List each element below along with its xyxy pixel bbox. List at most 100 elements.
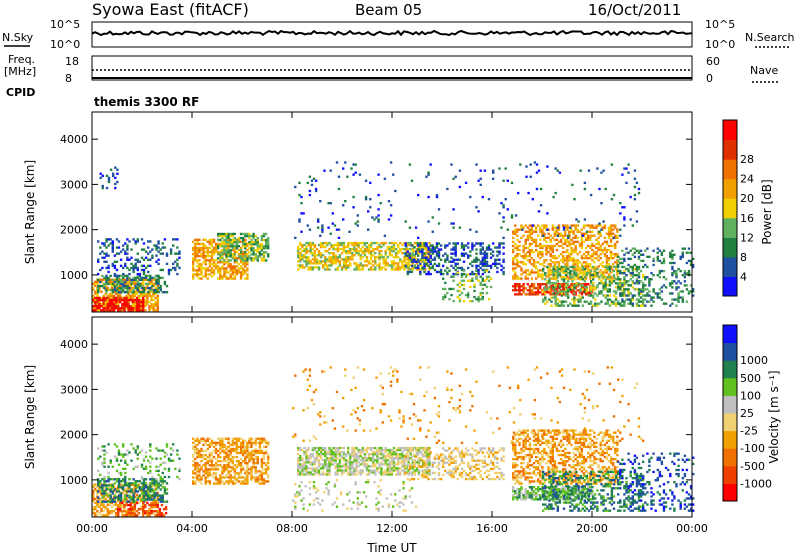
data-cell xyxy=(157,297,159,299)
data-cell xyxy=(126,453,128,455)
data-cell xyxy=(105,486,107,488)
data-cell xyxy=(393,250,395,252)
data-cell xyxy=(543,261,545,263)
data-cell xyxy=(168,476,170,478)
data-cell xyxy=(162,462,164,464)
data-cell xyxy=(409,257,411,259)
data-cell xyxy=(587,257,589,259)
nsearch-tick-bottom: 10^0 xyxy=(705,38,735,51)
data-cell xyxy=(627,303,629,305)
data-cell xyxy=(589,257,591,259)
data-cell xyxy=(522,271,524,273)
data-cell xyxy=(592,266,594,268)
data-cell xyxy=(475,253,477,255)
data-cell xyxy=(132,271,134,273)
data-cell xyxy=(145,484,147,486)
data-cell xyxy=(634,256,636,258)
data-cell xyxy=(230,245,232,247)
data-cell xyxy=(450,276,452,278)
data-cell xyxy=(611,280,613,282)
data-cell xyxy=(112,283,114,285)
data-cell xyxy=(153,490,155,492)
data-cell xyxy=(623,288,625,290)
data-cell xyxy=(385,268,387,270)
data-cell xyxy=(585,263,587,265)
data-cell xyxy=(595,257,597,259)
data-cell xyxy=(422,260,424,262)
data-cell xyxy=(198,468,200,470)
data-cell xyxy=(362,252,364,254)
data-cell xyxy=(535,229,537,231)
data-cell xyxy=(559,268,561,270)
data-cell xyxy=(480,292,482,294)
data-cell xyxy=(555,167,557,169)
data-cell xyxy=(657,294,659,296)
data-cell xyxy=(615,298,617,300)
data-cell xyxy=(541,251,543,253)
data-cell xyxy=(401,264,403,266)
data-cell xyxy=(502,206,504,208)
data-cell xyxy=(155,287,157,289)
data-cell xyxy=(573,198,575,200)
data-cell xyxy=(541,275,543,277)
data-cell xyxy=(142,295,144,297)
colorbar-segment xyxy=(723,179,737,199)
data-cell xyxy=(558,241,560,243)
data-cell xyxy=(230,267,232,269)
data-cell xyxy=(577,274,579,276)
data-cell xyxy=(587,245,589,247)
data-cell xyxy=(200,456,202,458)
data-cell xyxy=(232,273,234,275)
data-cell xyxy=(105,488,107,490)
data-cell xyxy=(103,478,105,480)
data-cell xyxy=(531,251,533,253)
data-cell xyxy=(512,241,514,243)
data-cell xyxy=(680,256,682,258)
data-cell xyxy=(230,233,232,235)
data-cell xyxy=(236,241,238,243)
data-cell xyxy=(642,294,644,296)
data-cell xyxy=(94,488,96,490)
data-cell xyxy=(471,244,473,246)
data-cell xyxy=(577,265,579,267)
data-cell xyxy=(597,224,599,226)
data-cell xyxy=(455,274,457,276)
data-cell xyxy=(554,245,556,247)
data-cell xyxy=(582,278,584,280)
data-cell xyxy=(116,269,118,271)
data-cell xyxy=(586,274,588,276)
data-cell xyxy=(215,267,217,269)
data-cell xyxy=(164,486,166,488)
data-cell xyxy=(137,238,139,240)
data-cell xyxy=(305,242,307,244)
data-cell xyxy=(143,488,145,490)
data-cell xyxy=(482,280,484,282)
data-cell xyxy=(115,303,117,305)
data-cell xyxy=(585,255,587,257)
data-cell xyxy=(145,267,147,269)
data-cell xyxy=(267,237,269,239)
data-cell xyxy=(652,264,654,266)
data-cell xyxy=(554,263,556,265)
data-cell xyxy=(545,237,547,239)
data-cell xyxy=(552,196,554,198)
data-cell xyxy=(682,248,684,250)
data-cell xyxy=(556,239,558,241)
data-cell xyxy=(673,298,675,300)
data-cell xyxy=(432,244,434,246)
data-cell xyxy=(124,281,126,283)
data-cell xyxy=(357,268,359,270)
data-cell xyxy=(516,277,518,279)
data-cell xyxy=(597,241,599,243)
data-cell xyxy=(480,284,482,286)
data-cell xyxy=(294,237,296,239)
data-cell xyxy=(427,172,429,174)
data-cell xyxy=(114,482,116,484)
data-cell xyxy=(374,256,376,258)
data-cell xyxy=(636,280,638,282)
data-cell xyxy=(257,239,259,241)
data-cell xyxy=(600,269,602,271)
data-cell xyxy=(457,263,459,265)
data-cell xyxy=(107,303,109,305)
data-cell xyxy=(533,271,535,273)
